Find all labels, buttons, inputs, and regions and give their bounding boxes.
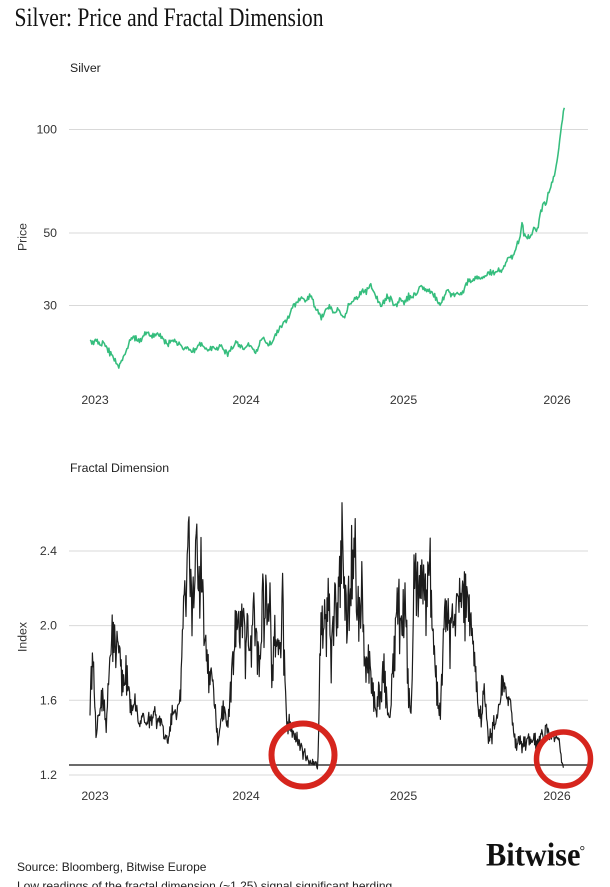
svg-text:2.0: 2.0	[40, 619, 57, 633]
svg-text:2.4: 2.4	[40, 544, 57, 558]
svg-text:Index: Index	[16, 621, 30, 652]
svg-text:2023: 2023	[81, 789, 109, 803]
svg-text:Price: Price	[16, 223, 30, 251]
svg-text:Low readings of the fractal di: Low readings of the fractal dimension (~…	[17, 879, 392, 887]
svg-text:2024: 2024	[232, 393, 260, 407]
svg-text:2026: 2026	[543, 393, 571, 407]
svg-text:2024: 2024	[232, 789, 260, 803]
svg-text:1.2: 1.2	[40, 768, 57, 782]
svg-text:2025: 2025	[390, 393, 418, 407]
svg-text:2025: 2025	[390, 789, 418, 803]
svg-text:50: 50	[43, 226, 57, 240]
svg-text:Fractal Dimension: Fractal Dimension	[70, 461, 169, 475]
svg-text:Silver: Price and Fractal Dime: Silver: Price and Fractal Dimension	[15, 2, 324, 32]
svg-text:2023: 2023	[81, 393, 109, 407]
svg-text:Bitwise: Bitwise	[486, 837, 581, 873]
svg-text:30: 30	[43, 299, 57, 313]
svg-text:2026: 2026	[543, 789, 571, 803]
svg-text:Silver: Silver	[70, 61, 101, 75]
svg-text:1.6: 1.6	[40, 693, 57, 707]
svg-text:100: 100	[36, 123, 57, 137]
svg-text:Source: Bloomberg, Bitwise Eur: Source: Bloomberg, Bitwise Europe	[17, 860, 207, 874]
